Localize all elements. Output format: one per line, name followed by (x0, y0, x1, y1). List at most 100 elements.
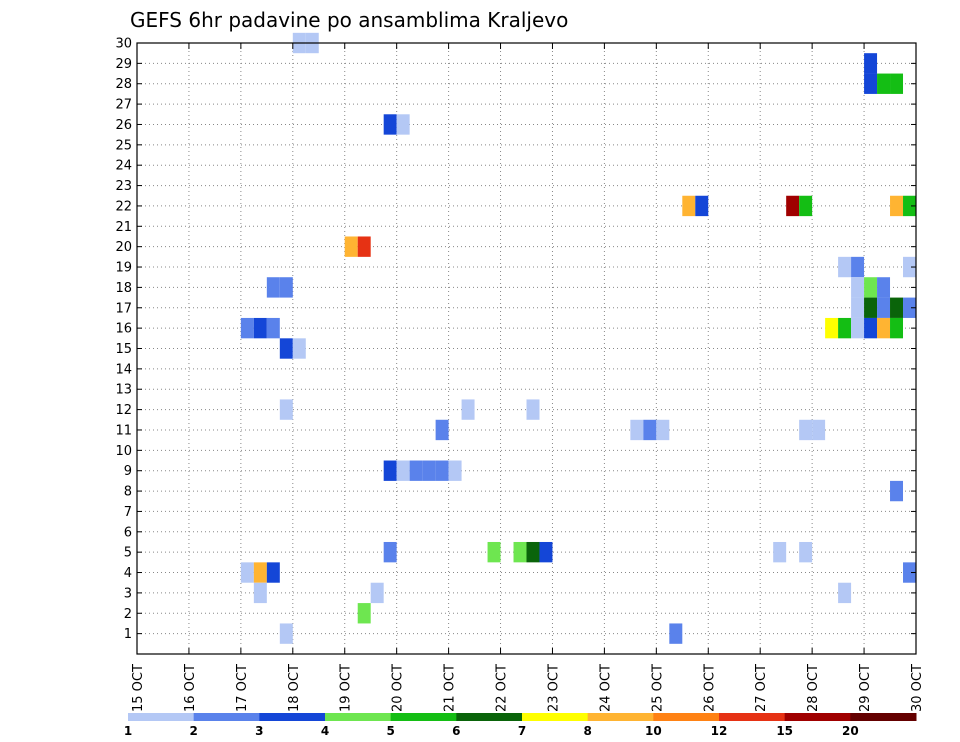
data-cell (266, 317, 280, 339)
data-cell (864, 277, 878, 298)
data-cell (890, 195, 904, 217)
x-tick-label: 18 OCT (287, 664, 302, 712)
data-cell (864, 317, 878, 339)
data-cell (890, 297, 904, 318)
data-cell (877, 297, 891, 318)
data-cell (461, 399, 475, 420)
legend-swatch (653, 713, 720, 721)
x-tick-label: 20 OCT (391, 664, 406, 712)
data-cell (838, 317, 852, 339)
y-tick-label: 20 (115, 240, 132, 255)
data-cell (903, 562, 916, 583)
data-cell (864, 297, 878, 318)
data-cell (864, 53, 878, 74)
y-tick-label: 27 (115, 98, 132, 113)
data-cell (292, 338, 306, 359)
data-cell (890, 480, 904, 502)
data-cell (526, 541, 540, 563)
legend-swatch (193, 713, 260, 721)
y-tick-label: 13 (115, 383, 132, 398)
data-cell (682, 195, 696, 217)
legend-swatch (128, 713, 195, 721)
legend-tick-label: 15 (776, 724, 793, 738)
legend-swatch (522, 713, 589, 721)
data-cell (851, 317, 865, 339)
data-cell (279, 338, 293, 359)
x-tick-label: 29 OCT (858, 664, 873, 712)
data-cell (695, 195, 709, 217)
data-cell (773, 541, 787, 563)
y-tick-label: 1 (124, 627, 132, 642)
y-tick-label: 25 (115, 138, 132, 153)
legend-tick-label: 1 (124, 724, 132, 738)
x-tick-label: 17 OCT (235, 664, 250, 712)
color-legend: 1 2 3 4 5 6 7 8 10 12 15 20 (124, 713, 917, 738)
data-cell (266, 562, 280, 583)
data-cell (253, 562, 267, 583)
y-tick-label: 21 (115, 220, 132, 235)
y-tick-label: 18 (115, 281, 132, 296)
y-tick-label: 12 (115, 403, 132, 418)
legend-tick-label: 5 (386, 724, 394, 738)
y-tick-label: 14 (115, 362, 132, 377)
chart-title: GEFS 6hr padavine po ansamblima Kraljevo (130, 8, 568, 32)
data-cell (851, 297, 865, 318)
data-cell (864, 73, 878, 94)
data-cell (279, 277, 293, 298)
x-tick-label: 22 OCT (495, 664, 510, 712)
y-tick-label: 16 (115, 322, 132, 337)
data-cell (890, 73, 904, 94)
data-cell (357, 603, 371, 624)
y-tick-label: 29 (115, 57, 132, 72)
data-cell (799, 195, 813, 217)
data-cells (240, 32, 916, 644)
data-cell (812, 419, 826, 441)
y-tick-label: 8 (124, 485, 132, 500)
data-cell (253, 582, 267, 604)
data-cell (266, 277, 280, 298)
data-cell (435, 419, 449, 441)
y-tick-label: 23 (115, 179, 132, 194)
data-cell (253, 317, 267, 339)
legend-tick-label: 12 (711, 724, 728, 738)
data-cell (539, 541, 553, 563)
x-tick-label: 25 OCT (650, 664, 665, 712)
y-tick-label: 28 (115, 77, 132, 92)
data-cell (448, 460, 462, 481)
data-cell (435, 460, 449, 481)
data-cell (903, 297, 916, 318)
data-cell (370, 582, 384, 604)
data-cell (409, 460, 423, 481)
y-tick-label: 10 (115, 444, 132, 459)
y-tick-label: 22 (115, 199, 132, 214)
legend-tick-label: 7 (518, 724, 526, 738)
x-axis-ticks: 15 OCT 16 OCT 17 OCT 18 OCT 19 OCT 20 OCT 21 O… (131, 43, 925, 712)
data-cell (877, 277, 891, 298)
legend-swatch (587, 713, 654, 721)
x-tick-label: 24 OCT (598, 664, 613, 712)
legend-tick-label: 6 (452, 724, 460, 738)
data-cell (383, 460, 397, 481)
data-cell (851, 256, 865, 278)
data-cell (422, 460, 436, 481)
x-tick-label: 27 OCT (754, 664, 769, 712)
x-tick-label: 21 OCT (443, 664, 458, 712)
legend-swatch (259, 713, 326, 721)
data-cell (487, 541, 501, 563)
legend-swatch (390, 713, 457, 721)
x-tick-label: 23 OCT (546, 664, 561, 712)
data-cell (851, 277, 865, 298)
data-cell (838, 582, 852, 604)
legend-tick-label: 3 (255, 724, 263, 738)
data-cell (903, 195, 916, 217)
y-tick-label: 2 (124, 607, 132, 622)
x-tick-label: 15 OCT (131, 664, 146, 712)
data-cell (396, 460, 410, 481)
y-tick-label: 19 (115, 261, 132, 276)
data-cell (656, 419, 670, 441)
y-tick-label: 17 (115, 301, 132, 316)
data-cell (838, 256, 852, 278)
x-tick-label: 26 OCT (702, 664, 717, 712)
y-tick-label: 30 (115, 37, 132, 52)
